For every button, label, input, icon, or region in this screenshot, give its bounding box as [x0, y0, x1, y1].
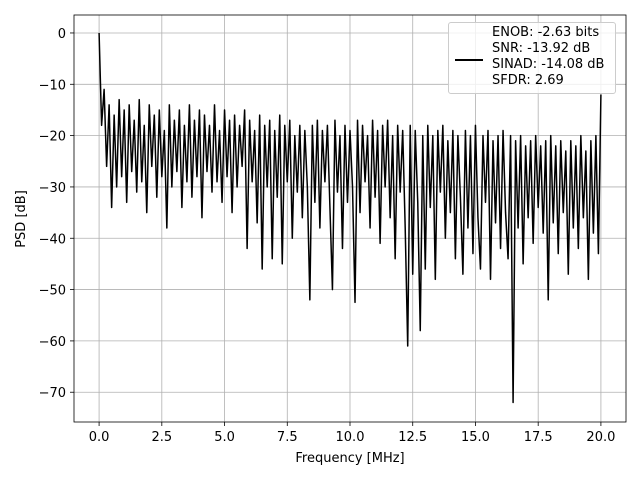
x-tick-label: 20.0: [586, 430, 615, 445]
y-tick-label: −60: [39, 335, 66, 350]
y-tick-label: −30: [39, 181, 66, 196]
y-tick-label: −10: [39, 78, 66, 93]
x-axis-label: Frequency [MHz]: [295, 451, 404, 466]
y-tick-label: −50: [39, 284, 66, 299]
y-axis-label: PSD [dB]: [14, 190, 29, 248]
x-tick-label: 0.0: [89, 430, 110, 445]
x-tick-label: 15.0: [461, 430, 490, 445]
legend: ENOB: -2.63 bits SNR: -13.92 dB SINAD: -…: [448, 22, 616, 94]
y-tick-label: −40: [39, 232, 66, 247]
legend-label: ENOB: -2.63 bits SNR: -13.92 dB SINAD: -…: [492, 25, 605, 88]
x-tick-label: 7.5: [277, 430, 298, 445]
data-line: [98, 32, 602, 404]
x-tick-label: 17.5: [524, 430, 553, 445]
legend-line: [455, 59, 483, 61]
x-tick-label: 5.0: [214, 430, 235, 445]
x-tick-label: 12.5: [398, 430, 427, 445]
x-tick-label: 2.5: [151, 430, 172, 445]
plot-frame: [73, 14, 627, 423]
y-tick-label: −70: [39, 386, 66, 401]
y-tick-label: 0: [58, 27, 66, 42]
y-tick-label: −20: [39, 130, 66, 145]
x-tick-label: 10.0: [336, 430, 365, 445]
